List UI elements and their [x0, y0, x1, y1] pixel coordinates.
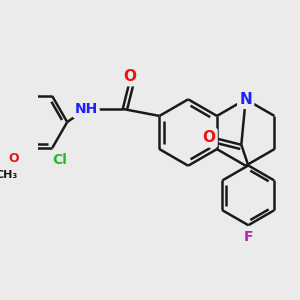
Text: NH: NH — [74, 102, 98, 116]
Text: Cl: Cl — [52, 153, 67, 167]
Text: CH₃: CH₃ — [0, 170, 18, 180]
Text: O: O — [202, 130, 215, 145]
Text: N: N — [239, 92, 252, 107]
Text: O: O — [123, 69, 136, 84]
Text: F: F — [244, 230, 253, 244]
Text: O: O — [8, 152, 19, 165]
